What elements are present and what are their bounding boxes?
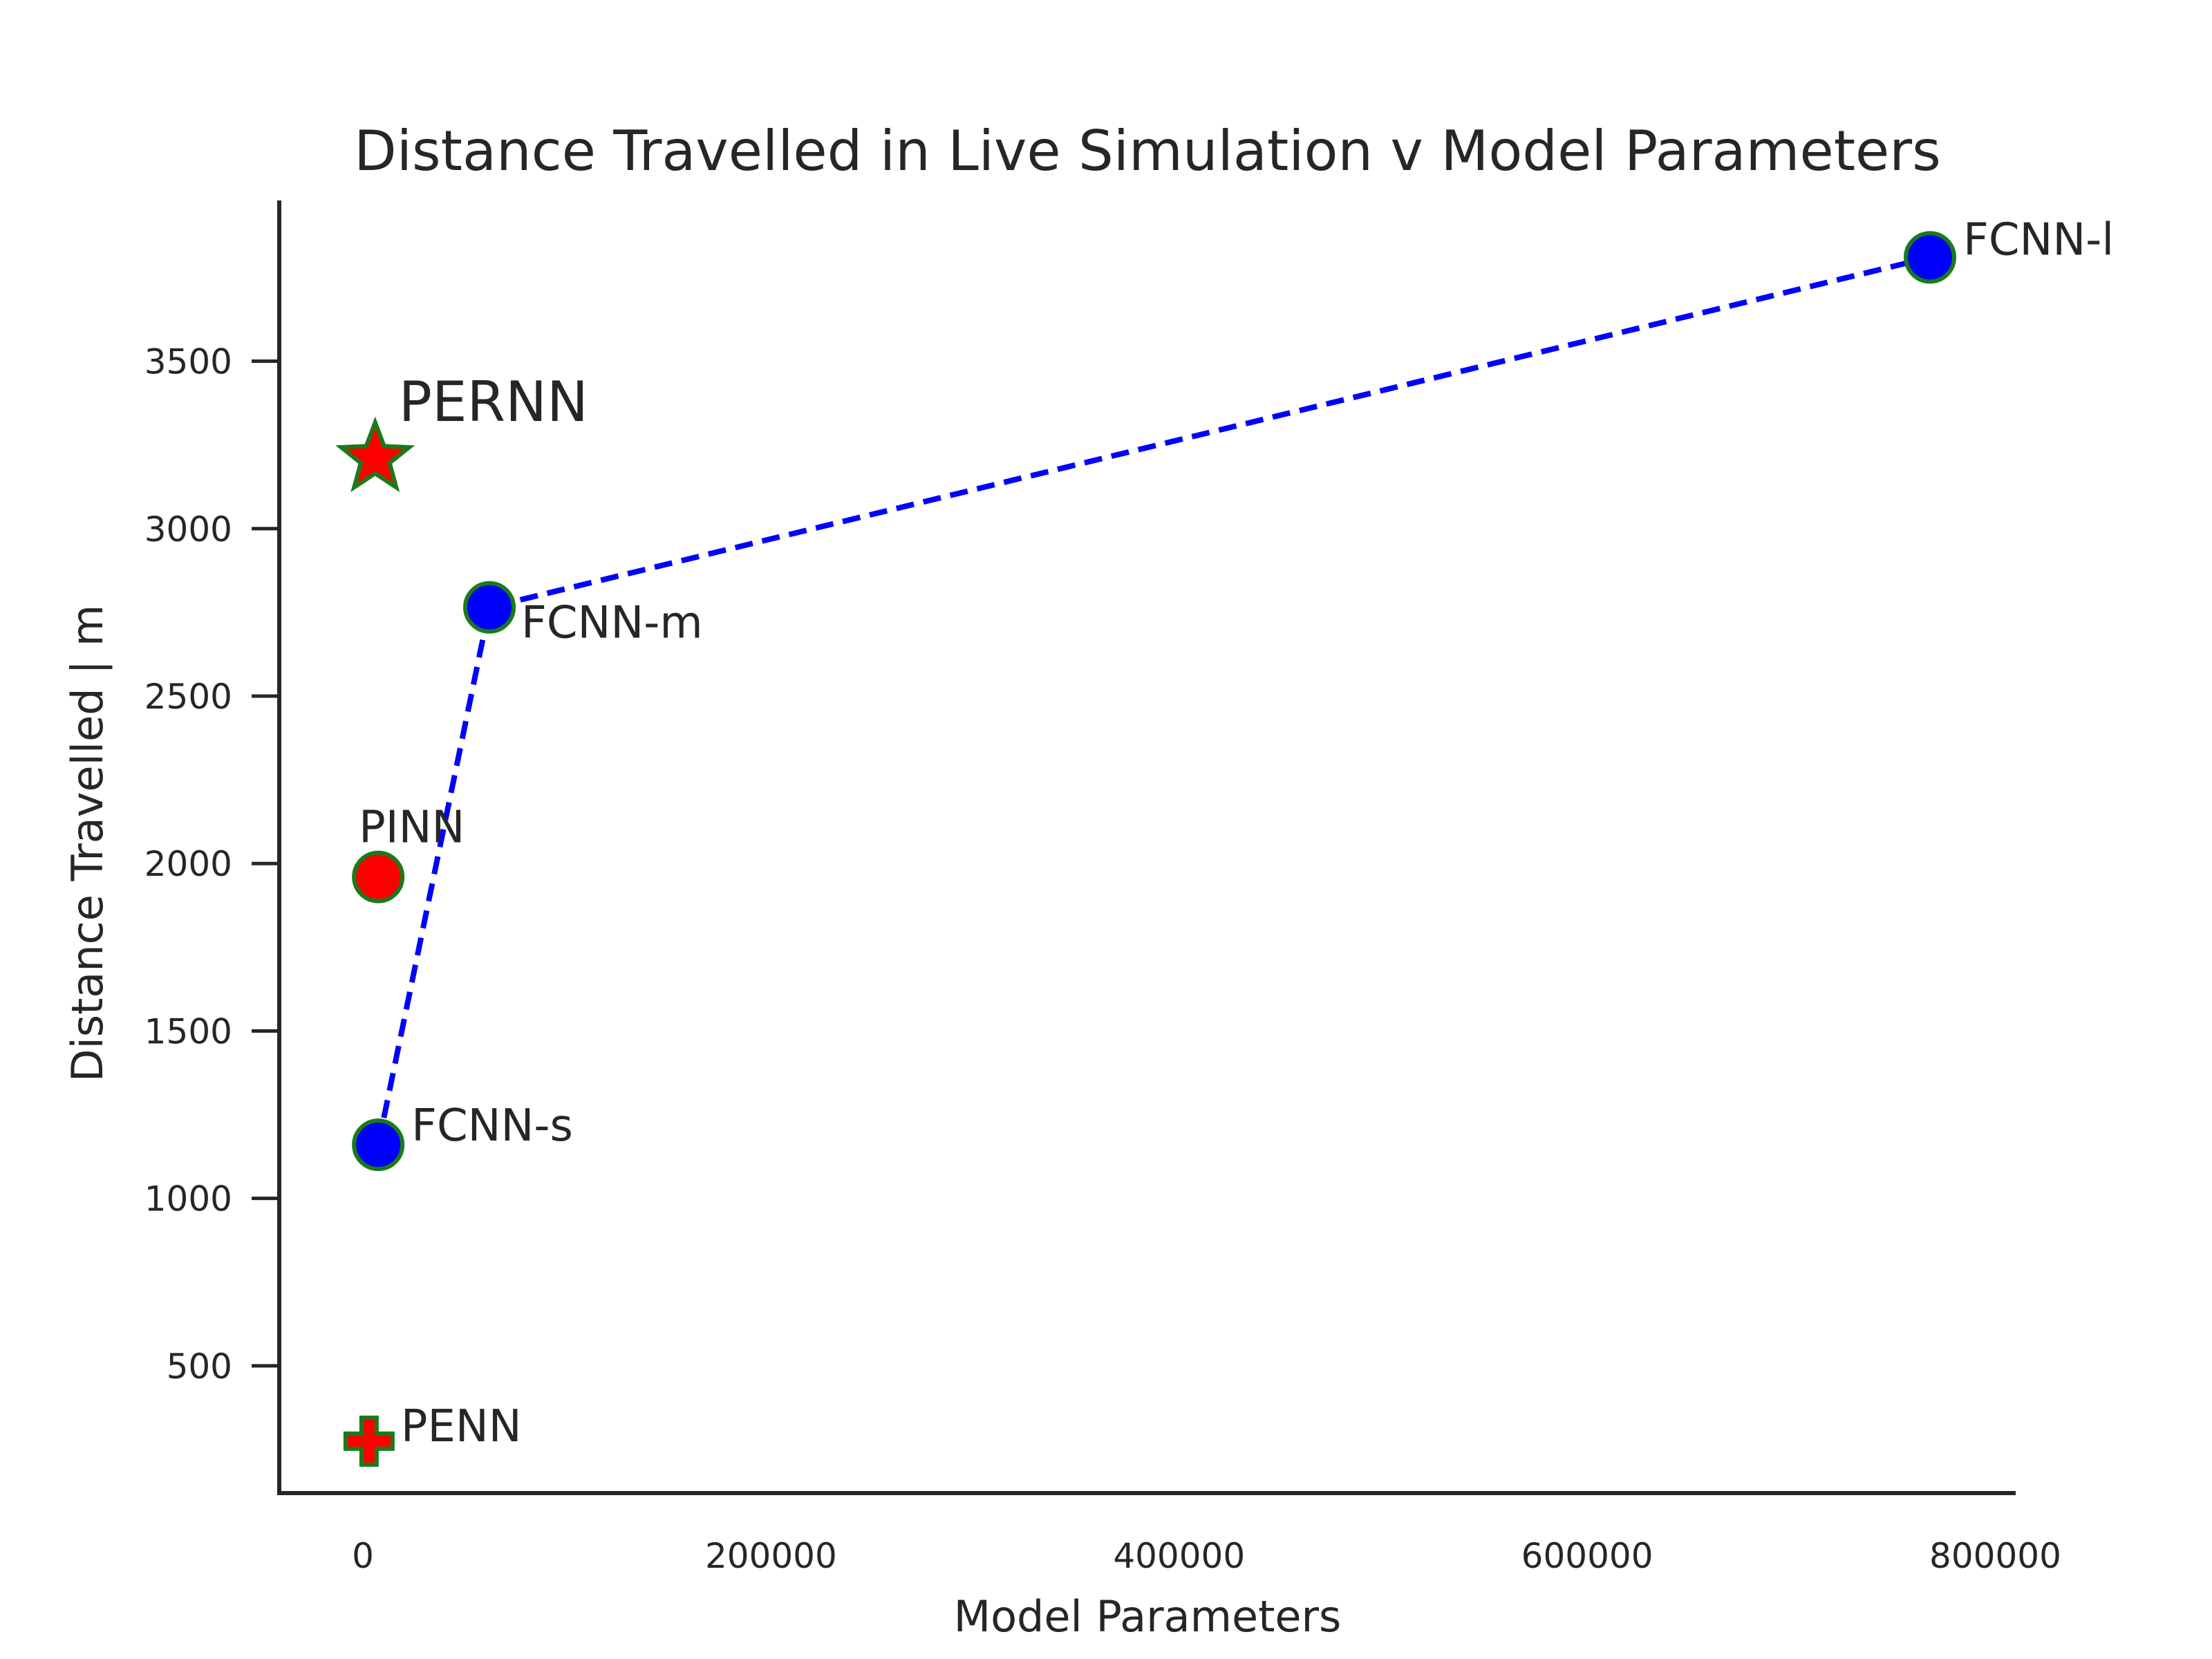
x-tick-label-600000: 600000 bbox=[1521, 1536, 1653, 1576]
y-tick-label-1000: 1000 bbox=[144, 1179, 232, 1219]
y-tick-label-3000: 3000 bbox=[144, 509, 232, 550]
y-tick-label-2500: 2500 bbox=[144, 677, 232, 717]
markers bbox=[335, 231, 1957, 1467]
marker-penn bbox=[343, 1415, 395, 1467]
label-fcnn-m: FCNN-m bbox=[521, 598, 703, 649]
chart-title: Distance Travelled in Live Simulation v … bbox=[354, 119, 1941, 183]
marker-fcnn-m bbox=[463, 581, 516, 634]
series-lines bbox=[375, 254, 1931, 1146]
x-axis-ticks: 0 200000 400000 600000 800000 bbox=[352, 1536, 2061, 1576]
label-penn: PENN bbox=[401, 1401, 522, 1452]
x-tick-label-800000: 800000 bbox=[1929, 1536, 2061, 1576]
x-tick-label-0: 0 bbox=[352, 1536, 374, 1576]
x-axis-label: Model Parameters bbox=[954, 1591, 1342, 1642]
series-line-fcnn bbox=[375, 254, 1931, 1146]
y-tick-label-1500: 1500 bbox=[144, 1011, 232, 1051]
y-tick-label-500: 500 bbox=[167, 1347, 232, 1387]
point-labels: FCNN-s FCNN-m FCNN-l PINN PERNN PENN bbox=[359, 214, 2114, 1452]
marker-fcnn-l bbox=[1904, 231, 1957, 284]
label-pernn: PERNN bbox=[399, 370, 588, 434]
y-axis-label: Distance Travelled | m bbox=[62, 605, 113, 1082]
marker-pinn bbox=[352, 850, 405, 903]
marker-pernn bbox=[335, 416, 415, 492]
y-tick-label-2000: 2000 bbox=[144, 844, 232, 884]
label-pinn: PINN bbox=[359, 803, 465, 854]
label-fcnn-l: FCNN-l bbox=[1963, 214, 2114, 265]
x-tick-label-400000: 400000 bbox=[1113, 1536, 1245, 1576]
x-tick-label-200000: 200000 bbox=[705, 1536, 837, 1576]
label-fcnn-s: FCNN-s bbox=[411, 1100, 573, 1152]
marker-fcnn-s bbox=[352, 1118, 405, 1172]
y-axis-ticks: 500 1000 1500 2000 2500 3000 3500 bbox=[144, 342, 279, 1387]
y-tick-label-3500: 3500 bbox=[144, 342, 232, 382]
